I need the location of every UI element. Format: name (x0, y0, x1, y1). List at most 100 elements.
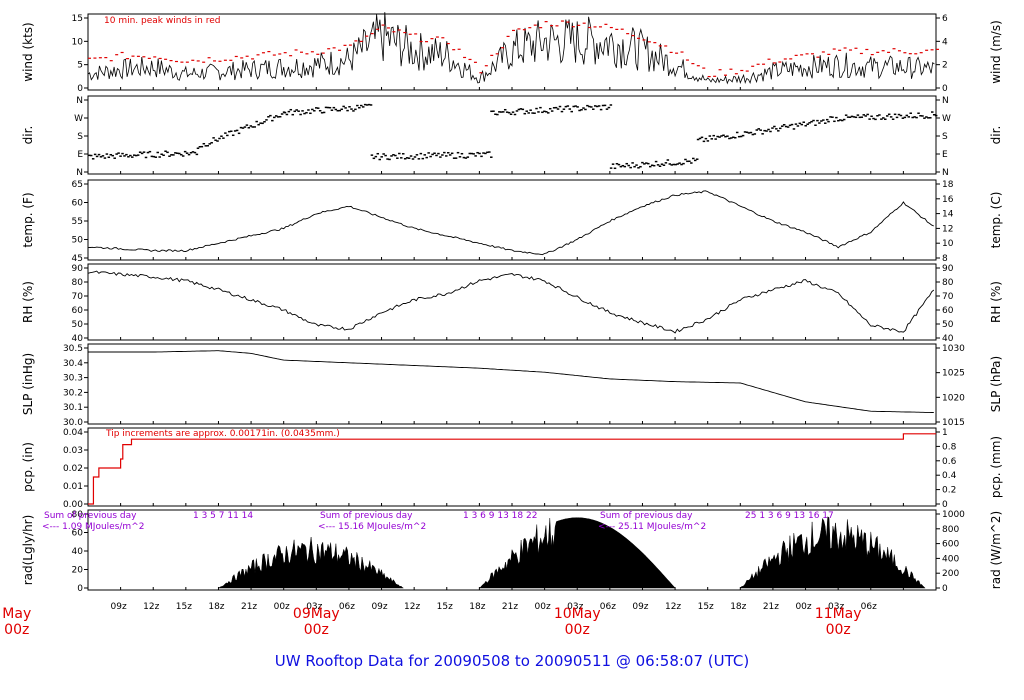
peak-mark (854, 47, 858, 49)
dir-point (179, 153, 183, 156)
dir-point (767, 128, 770, 131)
dir-point (925, 116, 928, 118)
dir-point (693, 159, 697, 162)
peak-mark (555, 25, 559, 27)
dir-point (200, 145, 204, 148)
dir-point (88, 154, 91, 157)
dir-point (905, 114, 909, 117)
dir-point (452, 157, 456, 159)
series-rh (87, 270, 935, 334)
peak-mark (240, 57, 244, 59)
ylabel-right-slp: SLP (hPa) (989, 356, 1003, 412)
rad-day-area (739, 516, 926, 589)
dir-point (564, 105, 568, 108)
peak-mark (800, 54, 804, 56)
dir-point (271, 119, 274, 122)
right-tick-dir: W (942, 114, 951, 124)
dir-point (336, 109, 340, 112)
dir-point (846, 116, 850, 118)
dir-point (831, 116, 834, 118)
dir-point (625, 162, 629, 165)
left-tick-slp: 30.3 (63, 374, 83, 384)
dir-point (332, 106, 336, 109)
peak-mark (669, 51, 673, 54)
dir-point (443, 151, 446, 154)
date-label-day: 09May (293, 606, 340, 622)
dir-point (777, 130, 780, 132)
peak-mark (713, 75, 717, 77)
dir-point (802, 121, 805, 123)
peak-mark (381, 24, 385, 26)
peak-mark (153, 56, 157, 58)
dir-point (105, 153, 109, 155)
right-tick-rad: 800 (942, 525, 959, 535)
peak-mark (185, 61, 189, 63)
dir-point (403, 158, 407, 160)
dir-point (660, 163, 664, 165)
dir-point (574, 105, 577, 107)
dir-point (732, 136, 735, 139)
peak-mark (93, 57, 97, 59)
dir-point (885, 115, 889, 117)
peak-mark (685, 59, 689, 61)
peak-mark (827, 53, 831, 55)
dir-point (150, 155, 154, 158)
dir-point (411, 158, 415, 160)
dir-point (324, 106, 328, 109)
peak-mark (98, 57, 102, 59)
ylabel-right-dir: dir. (989, 126, 1003, 145)
dir-point (301, 110, 304, 112)
dir-point (662, 164, 666, 166)
peak-mark (408, 33, 412, 35)
dir-point (226, 134, 229, 137)
dir-point (352, 110, 355, 112)
panel-frame-slp (87, 343, 937, 425)
dir-point (531, 112, 534, 114)
peak-mark (218, 60, 222, 62)
left-tick-slp: 30.1 (63, 403, 83, 413)
ylabel-right-pcp: pcp. (mm) (989, 436, 1003, 498)
peak-mark (348, 44, 352, 46)
dir-point (97, 153, 101, 156)
hour-label: 15z (437, 602, 453, 612)
dir-point (490, 156, 493, 158)
dir-point (796, 125, 800, 127)
dir-point (423, 154, 427, 156)
dir-point (429, 155, 432, 158)
rad-note-total: <--- 15.16 MJoules/m^2 (318, 522, 426, 532)
dir-point (755, 129, 759, 131)
peak-mark (816, 56, 820, 58)
dir-point (482, 152, 485, 154)
peak-mark (223, 59, 227, 61)
series-slp (88, 350, 934, 413)
dir-point (804, 125, 807, 127)
dir-point (464, 157, 468, 159)
dir-point (309, 112, 312, 115)
hour-label: 00z (795, 602, 811, 612)
dir-point (627, 164, 630, 167)
dir-point (895, 116, 899, 119)
dir-point (730, 137, 733, 139)
dir-point (276, 116, 280, 118)
dir-point (668, 163, 672, 165)
dir-point (417, 158, 421, 160)
dir-point (206, 145, 210, 147)
right-tick-slp: 1030 (942, 344, 965, 354)
hour-label: 06z (600, 602, 616, 612)
dir-point (356, 104, 359, 107)
left-tick-dir: E (77, 150, 83, 160)
dir-point (545, 111, 548, 113)
right-tick-dir: N (942, 96, 949, 106)
dir-point (109, 153, 113, 156)
dir-point (129, 154, 132, 157)
dir-point (674, 163, 677, 166)
right-tick-temp: 10 (942, 239, 954, 249)
peak-mark (88, 57, 91, 59)
left-tick-dir: N (76, 168, 83, 178)
left-tick-rh: 50 (72, 320, 84, 330)
dir-point (670, 164, 674, 166)
dir-point (816, 119, 819, 122)
dir-point (425, 156, 428, 159)
dir-point (127, 156, 130, 158)
right-tick-temp: 14 (942, 210, 954, 220)
